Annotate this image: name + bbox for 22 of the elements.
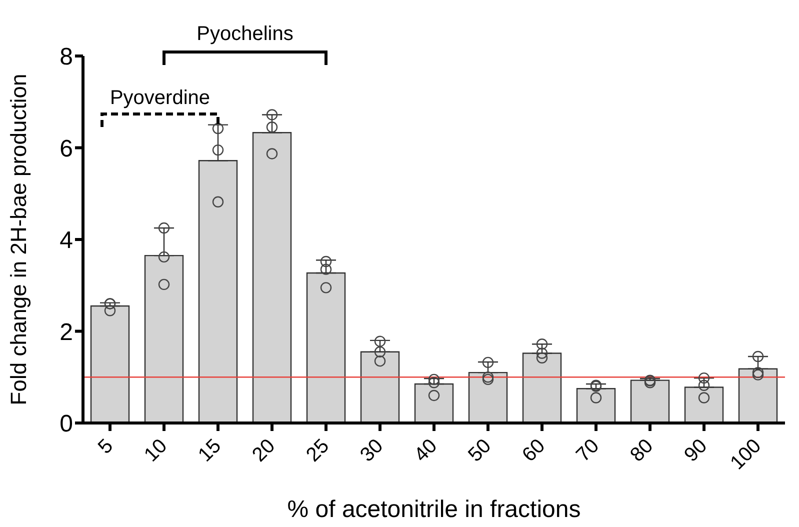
x-tick-label: 20 [248,434,280,466]
y-tick-label: 0 [60,410,73,438]
x-tick-label: 40 [410,434,442,466]
x-tick-label: 90 [680,434,712,466]
x-tick-label: 80 [626,434,658,466]
y-tick-label: 4 [60,227,73,254]
y-tick-label: 8 [60,44,73,71]
text: Pyochelins [196,23,294,45]
x-tick-label: 10 [140,434,172,466]
y-tick-label: 6 [60,135,73,162]
x-tick-label: 100 [726,434,766,474]
x-tick-label: 30 [356,434,388,466]
x-tick-label: 50 [464,434,496,466]
x-tick-label: 60 [518,434,550,466]
y-tick-label: 2 [60,318,73,346]
x-axis-title: % of acetonitrile in fractions [287,496,581,523]
x-tick-label: 70 [572,434,604,466]
annotation: Pyoverdine [110,87,210,109]
x-tick-label: 15 [194,434,226,466]
y-axis-title: Fold change in 2H-bae production [6,74,31,406]
x-tick-label: 5 [94,434,118,458]
x-tick-label: 25 [302,434,334,466]
